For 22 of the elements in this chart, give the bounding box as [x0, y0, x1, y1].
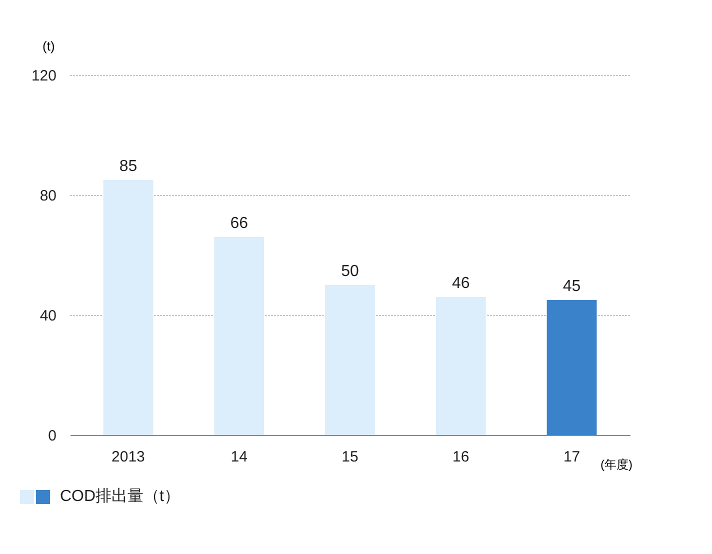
y-tick-label: 40	[40, 308, 56, 324]
y-tick-label: 80	[40, 188, 56, 204]
bar	[214, 237, 264, 435]
data-label: 85	[119, 158, 138, 175]
data-label: 45	[562, 278, 581, 295]
bar	[546, 300, 597, 435]
y-tick-label: 120	[31, 68, 56, 84]
x-tick-label: 16	[452, 448, 470, 466]
x-tick-label: 2013	[112, 448, 145, 466]
x-tick-label: 15	[342, 448, 358, 466]
bar	[325, 285, 375, 435]
y-axis-title: (t)	[42, 38, 55, 54]
x-tick-label: 14	[230, 448, 248, 466]
data-label: 50	[341, 263, 359, 280]
y-tick-label: 0	[48, 428, 56, 444]
bar	[103, 180, 154, 435]
legend-label: COD排出量（t）	[60, 486, 180, 507]
bar	[436, 297, 486, 435]
x-tick-label: 17	[563, 448, 580, 466]
data-label: 46	[452, 275, 470, 292]
x-axis-title: (年度)	[600, 458, 632, 472]
data-label: 66	[230, 215, 248, 232]
